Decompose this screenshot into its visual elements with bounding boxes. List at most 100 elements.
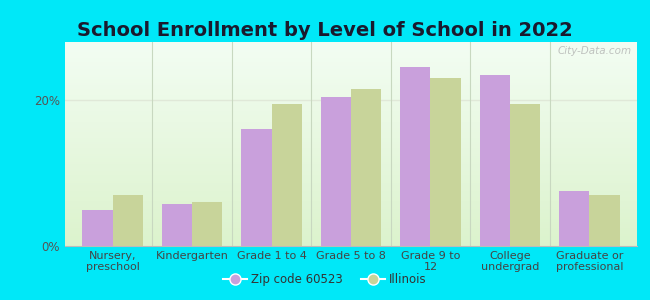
Bar [65,238,637,240]
Bar [65,126,637,128]
Bar [65,240,637,242]
Bar [65,134,637,136]
Bar [65,158,637,160]
Bar [65,118,637,119]
Bar [65,221,637,224]
Bar [65,122,637,124]
Bar [65,195,637,197]
Bar [65,179,637,181]
Bar [65,68,637,70]
Bar [65,230,637,232]
Bar [65,215,637,217]
Bar [65,67,637,68]
Bar [65,185,637,187]
Bar [65,244,637,246]
Bar [83,210,112,246]
Bar [65,132,637,134]
Bar [65,209,637,211]
Bar [192,202,222,246]
Bar [65,162,637,164]
Bar [65,170,637,172]
Bar [65,56,637,58]
Bar [65,124,637,126]
Bar [65,191,637,193]
Bar [65,183,637,185]
Bar [65,150,637,152]
Bar [65,44,637,46]
Bar [65,154,637,156]
Bar [65,172,637,175]
Bar [65,242,637,244]
Bar [65,138,637,140]
Bar [65,146,637,148]
Bar [351,89,381,246]
Bar [65,140,637,142]
Bar [65,207,637,209]
Bar [272,104,302,246]
Bar [65,181,637,183]
Bar [65,189,637,191]
Bar [65,128,637,130]
Bar [65,75,637,77]
Bar [65,197,637,199]
Bar [65,236,637,238]
Bar [65,99,637,101]
Bar [65,105,637,107]
Bar [590,195,619,246]
Bar [65,107,637,109]
Bar [65,218,637,220]
Bar [65,70,637,73]
Bar [65,81,637,83]
Bar [65,220,637,221]
Bar [65,160,637,162]
Bar [65,109,637,111]
Bar [65,50,637,52]
Bar [65,119,637,122]
Bar [65,64,637,67]
Bar [65,54,637,56]
Bar [65,111,637,113]
Bar [162,204,192,246]
Bar [65,213,637,215]
Bar [65,199,637,201]
Bar [65,167,637,169]
Bar [65,232,637,234]
Bar [65,77,637,79]
Bar [241,129,272,246]
Legend: Zip code 60523, Illinois: Zip code 60523, Illinois [218,269,432,291]
Bar [65,169,637,170]
Bar [65,42,637,44]
Bar [65,136,637,138]
Bar [65,211,637,213]
Bar [65,48,637,50]
Bar [65,175,637,177]
Bar [65,224,637,226]
Bar [480,75,510,246]
Bar [65,101,637,103]
Bar [65,87,637,89]
Bar [65,103,637,105]
Bar [430,78,461,246]
Bar [112,195,143,246]
Bar [65,95,637,97]
Bar [65,234,637,236]
Bar [65,156,637,158]
Bar [65,116,637,118]
Bar [65,73,637,75]
Bar [65,205,637,207]
Bar [65,60,637,62]
Bar [65,228,637,230]
Text: City-Data.com: City-Data.com [557,46,631,56]
Bar [65,52,637,54]
Bar [400,68,430,246]
Bar [65,89,637,91]
Bar [65,142,637,144]
Bar [65,93,637,95]
Bar [65,113,637,116]
Bar [65,203,637,205]
Bar [65,130,637,132]
Bar [65,46,637,48]
Bar [65,62,637,64]
Bar [65,152,637,154]
Bar [510,104,540,246]
